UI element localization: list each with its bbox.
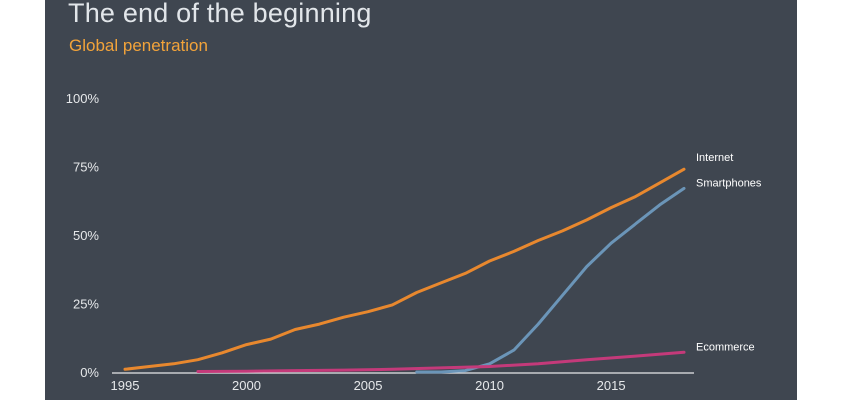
y-tick-label: 0% — [80, 365, 99, 380]
series-line-internet — [123, 167, 686, 371]
series-label-internet: Internet — [696, 152, 733, 164]
series-line-ecommerce — [196, 350, 686, 373]
x-tick-label: 2015 — [597, 378, 626, 393]
page-title: The end of the beginning — [68, 0, 372, 28]
x-axis: 1995 2000 2005 2010 2015 — [111, 378, 626, 393]
series-label-ecommerce: Ecommerce — [696, 341, 755, 353]
y-axis: 0% 25% 50% 75% 100% — [66, 91, 100, 380]
x-tick-label: 2010 — [475, 378, 504, 393]
series-line-smartphones — [415, 186, 686, 374]
y-tick-label: 100% — [66, 91, 100, 106]
series-labels: Internet Smartphones Ecommerce — [696, 152, 762, 353]
y-tick-label: 25% — [73, 297, 99, 312]
series-label-smartphones: Smartphones — [696, 177, 762, 189]
x-tick-label: 2000 — [232, 378, 261, 393]
y-tick-label: 75% — [73, 160, 99, 175]
page-subtitle: Global penetration — [69, 36, 208, 55]
slide-background — [45, 0, 797, 400]
x-tick-label: 2005 — [354, 378, 383, 393]
x-tick-label: 1995 — [111, 378, 140, 393]
series-lines — [123, 167, 686, 374]
y-tick-label: 50% — [73, 228, 99, 243]
